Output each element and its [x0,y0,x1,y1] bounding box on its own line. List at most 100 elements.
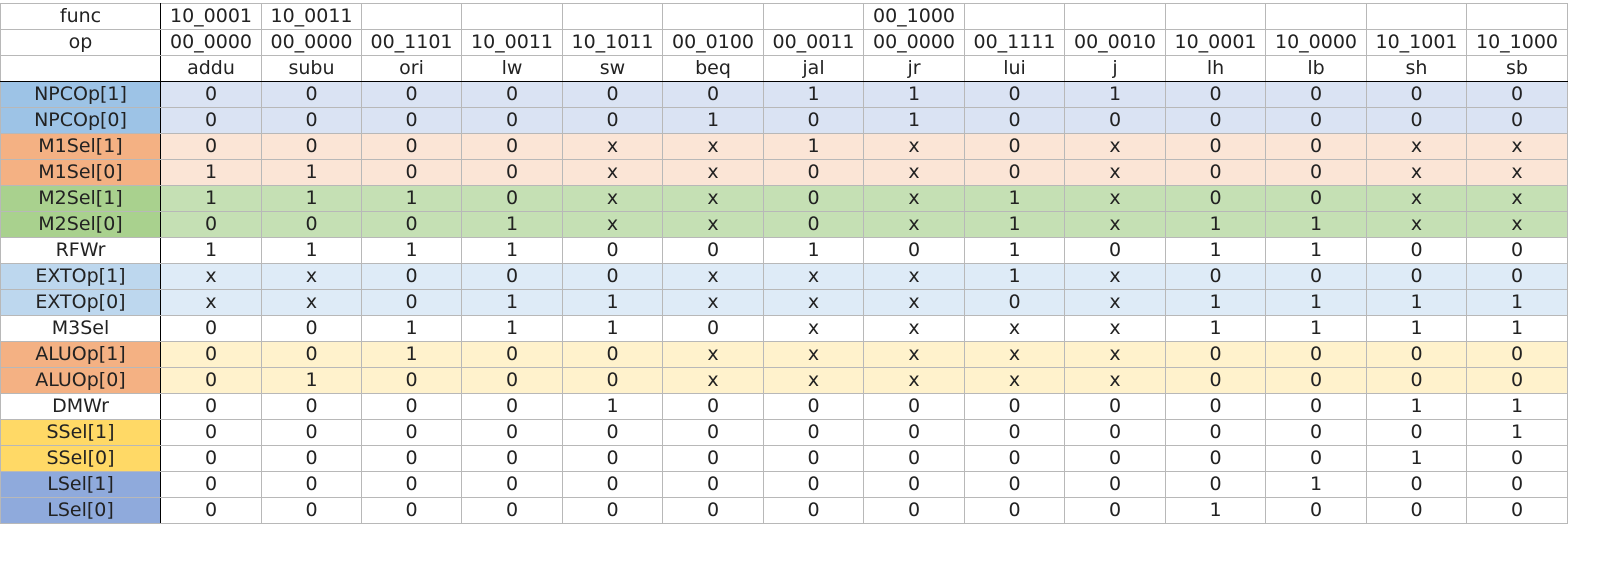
signal-value-cell[interactable]: 1 [1265,237,1367,264]
signal-value-cell[interactable]: 0 [1165,133,1266,160]
signal-value-cell[interactable]: 1 [261,159,362,186]
signal-value-cell[interactable]: x [1366,133,1467,160]
signal-value-cell[interactable]: 1 [964,185,1065,212]
signal-value-cell[interactable]: 0 [160,211,262,238]
signal-value-cell[interactable]: 0 [964,471,1065,498]
signal-value-cell[interactable]: 0 [1265,445,1367,472]
op-cell[interactable]: 00_0100 [662,29,764,56]
signal-value-cell[interactable]: 0 [461,133,563,160]
signal-value-cell[interactable]: x [1064,185,1166,212]
signal-value-cell[interactable]: 0 [461,263,563,290]
func-cell[interactable] [763,3,864,30]
signal-value-cell[interactable]: 0 [361,211,462,238]
signal-value-cell[interactable]: 0 [1165,263,1266,290]
signal-value-cell[interactable]: 0 [461,393,563,420]
signal-value-cell[interactable]: x [1064,159,1166,186]
signal-value-cell[interactable]: x [562,159,663,186]
instruction-cell[interactable]: beq [662,55,764,82]
signal-value-cell[interactable]: 1 [1265,289,1367,316]
signal-value-cell[interactable]: 1 [1165,237,1266,264]
signal-value-cell[interactable]: 0 [763,393,864,420]
signal-name-cell[interactable]: M3Sel [0,315,161,342]
signal-value-cell[interactable]: 0 [361,445,462,472]
func-cell[interactable] [1466,3,1568,30]
signal-value-cell[interactable]: x [1064,263,1166,290]
signal-value-cell[interactable]: 0 [1466,81,1568,108]
signal-value-cell[interactable]: 1 [562,289,663,316]
signal-value-cell[interactable]: 0 [964,289,1065,316]
signal-name-cell[interactable]: M2Sel[0] [0,211,161,238]
signal-value-cell[interactable]: x [763,367,864,394]
signal-value-cell[interactable]: x [160,289,262,316]
signal-value-cell[interactable]: 0 [160,367,262,394]
signal-value-cell[interactable]: 0 [261,445,362,472]
signal-value-cell[interactable]: 0 [1064,471,1166,498]
signal-value-cell[interactable]: 0 [763,107,864,134]
signal-value-cell[interactable]: x [662,211,764,238]
signal-value-cell[interactable]: 0 [160,419,262,446]
signal-value-cell[interactable]: 0 [562,341,663,368]
op-cell[interactable]: 00_0011 [763,29,864,56]
signal-value-cell[interactable]: 1 [361,315,462,342]
signal-value-cell[interactable]: 0 [160,393,262,420]
signal-value-cell[interactable]: x [562,211,663,238]
signal-value-cell[interactable]: 1 [763,81,864,108]
signal-value-cell[interactable]: 0 [160,445,262,472]
func-cell[interactable] [1064,3,1166,30]
op-cell[interactable]: 10_0001 [1165,29,1266,56]
op-label[interactable]: op [0,29,161,56]
instruction-cell[interactable]: lb [1265,55,1367,82]
signal-value-cell[interactable]: 0 [461,81,563,108]
signal-value-cell[interactable]: x [662,341,764,368]
signal-name-cell[interactable]: NPCOp[1] [0,81,161,108]
func-cell[interactable]: 10_0001 [160,3,262,30]
signal-value-cell[interactable]: 0 [1064,107,1166,134]
signal-value-cell[interactable]: 1 [1064,81,1166,108]
signal-value-cell[interactable]: x [863,315,965,342]
signal-value-cell[interactable]: 1 [461,289,563,316]
instruction-cell[interactable]: jr [863,55,965,82]
signal-value-cell[interactable]: 0 [1265,133,1367,160]
signal-value-cell[interactable]: 1 [1366,393,1467,420]
signal-value-cell[interactable]: 0 [1265,419,1367,446]
signal-value-cell[interactable]: 0 [964,107,1065,134]
signal-value-cell[interactable]: 1 [1165,289,1266,316]
signal-value-cell[interactable]: 0 [562,81,663,108]
signal-value-cell[interactable]: 0 [160,341,262,368]
instruction-cell[interactable]: j [1064,55,1166,82]
signal-value-cell[interactable]: 0 [1064,419,1166,446]
instruction-cell[interactable]: lw [461,55,563,82]
signal-value-cell[interactable]: 0 [361,367,462,394]
op-cell[interactable]: 00_0010 [1064,29,1166,56]
op-cell[interactable]: 00_0000 [261,29,362,56]
signal-value-cell[interactable]: x [863,133,965,160]
signal-value-cell[interactable]: x [863,185,965,212]
signal-value-cell[interactable]: 0 [863,237,965,264]
signal-value-cell[interactable]: 0 [361,497,462,524]
signal-value-cell[interactable]: 0 [1064,237,1166,264]
signal-value-cell[interactable]: 0 [1366,81,1467,108]
signal-value-cell[interactable]: 0 [1366,497,1467,524]
signal-value-cell[interactable]: 0 [763,211,864,238]
signal-value-cell[interactable]: 1 [662,107,764,134]
signal-value-cell[interactable]: 1 [1265,315,1367,342]
signal-value-cell[interactable]: 0 [562,497,663,524]
op-cell[interactable]: 10_1011 [562,29,663,56]
signal-value-cell[interactable]: 1 [361,237,462,264]
signal-value-cell[interactable]: 0 [763,185,864,212]
signal-value-cell[interactable]: x [1466,159,1568,186]
instruction-cell[interactable]: sh [1366,55,1467,82]
signal-value-cell[interactable]: 0 [1466,263,1568,290]
signal-value-cell[interactable]: 1 [261,185,362,212]
signal-value-cell[interactable]: x [863,159,965,186]
signal-value-cell[interactable]: x [1466,211,1568,238]
signal-value-cell[interactable]: 0 [261,315,362,342]
signal-value-cell[interactable]: 0 [1265,159,1367,186]
signal-value-cell[interactable]: 0 [763,497,864,524]
signal-value-cell[interactable]: 1 [964,237,1065,264]
signal-value-cell[interactable]: x [1064,315,1166,342]
signal-name-cell[interactable]: EXTOp[1] [0,263,161,290]
signal-value-cell[interactable]: 0 [964,159,1065,186]
func-cell[interactable] [361,3,462,30]
signal-value-cell[interactable]: 0 [361,263,462,290]
